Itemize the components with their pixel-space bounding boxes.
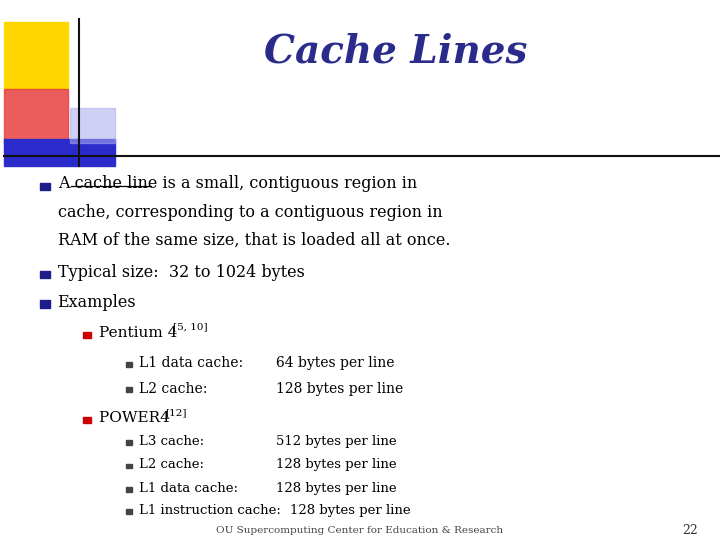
- Bar: [126, 362, 132, 367]
- Bar: [70, 108, 115, 143]
- Bar: [83, 332, 91, 338]
- Bar: [4, 139, 115, 166]
- Bar: [4, 22, 68, 89]
- Text: L1 instruction cache:: L1 instruction cache:: [139, 504, 285, 517]
- Text: Examples: Examples: [58, 294, 136, 311]
- Bar: [40, 271, 50, 278]
- Text: L1 data cache:: L1 data cache:: [139, 482, 238, 495]
- Bar: [126, 388, 132, 392]
- Text: RAM of the same size, that is loaded all at once.: RAM of the same size, that is loaded all…: [58, 232, 450, 249]
- Text: 128 bytes per line: 128 bytes per line: [276, 458, 397, 471]
- Text: Pentium 4: Pentium 4: [99, 326, 182, 340]
- Text: 64 bytes per line: 64 bytes per line: [276, 356, 395, 370]
- Text: Cache Lines: Cache Lines: [264, 32, 528, 70]
- Text: L1 data cache:: L1 data cache:: [139, 356, 243, 370]
- Bar: [4, 89, 68, 143]
- Bar: [40, 183, 50, 190]
- Text: POWER4: POWER4: [99, 411, 174, 426]
- Bar: [40, 300, 50, 308]
- Bar: [126, 487, 132, 491]
- Text: 512 bytes per line: 512 bytes per line: [276, 435, 397, 448]
- Text: cache, corresponding to a contiguous region in: cache, corresponding to a contiguous reg…: [58, 204, 442, 221]
- Text: OU Supercomputing Center for Education & Research: OU Supercomputing Center for Education &…: [217, 526, 503, 535]
- Bar: [126, 510, 132, 514]
- Text: 22: 22: [683, 524, 698, 537]
- Text: Typical size:  32 to 1024 bytes: Typical size: 32 to 1024 bytes: [58, 264, 305, 281]
- Text: [12]: [12]: [166, 408, 187, 417]
- Text: 128 bytes per line: 128 bytes per line: [276, 382, 403, 396]
- Text: L2 cache:: L2 cache:: [139, 382, 207, 396]
- Bar: [126, 463, 132, 468]
- Text: 128 bytes per line: 128 bytes per line: [290, 504, 411, 517]
- Text: L3 cache:: L3 cache:: [139, 435, 204, 448]
- Text: [5, 10]: [5, 10]: [173, 323, 207, 332]
- Text: A cache line is a small, contiguous region in: A cache line is a small, contiguous regi…: [58, 175, 417, 192]
- Text: 128 bytes per line: 128 bytes per line: [276, 482, 397, 495]
- Bar: [83, 417, 91, 423]
- Text: L2 cache:: L2 cache:: [139, 458, 204, 471]
- Bar: [126, 441, 132, 445]
